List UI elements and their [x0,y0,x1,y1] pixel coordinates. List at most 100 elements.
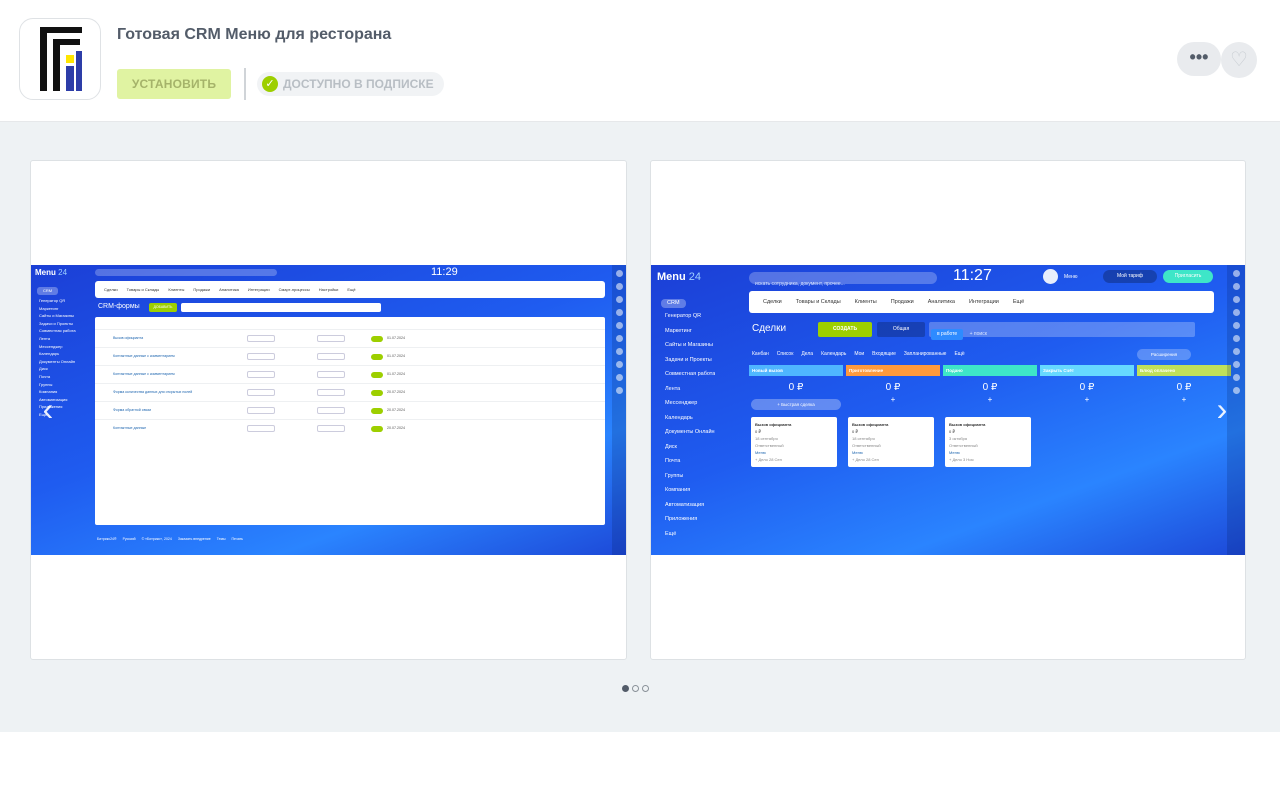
more-options-button[interactable]: ••• [1177,42,1221,76]
pagination-dot[interactable] [632,685,639,692]
deal-card-owner: Меню [949,450,960,455]
slide1-row-date: 20.07.2024 [387,426,405,430]
slide-1-screenshot: Menu 24 11:29 CRM Генератор QR Маркетинг Са… [31,265,626,555]
slide2-sidebar-item: Группы [665,472,684,479]
kanban-column: Подано 0 ₽ + Вызов официанта 0 ₽ 3 октября Отв… [943,365,1037,467]
slide2-stage-chip: в работе [931,329,964,340]
slide1-footer-item: Русский [122,537,136,541]
slide1-sidebar-item: Автоматизация [39,396,68,402]
slide2-filter-search: + поиск [969,331,987,337]
slide1-row-switch [371,390,383,396]
slide2-user-name: Меню [1064,274,1078,280]
slide1-sidebar-item: CRM [37,287,59,295]
favorite-heart-button[interactable]: ♡ [1221,42,1257,78]
deal-card-title: Вызов официанта [949,422,986,427]
slide1-row-tag [247,353,275,360]
slide1-sidebar-item: Лента [39,335,51,341]
slide1-menu-tab: Смарт-процессы [278,287,310,292]
slide2-view-tab: Дела [801,351,814,357]
slide1-row-tag [317,371,345,378]
slide1-row-date: 20.07.2024 [387,390,405,394]
slide1-sidebar-item: Задачи и Проекты [39,320,73,326]
slide1-row-name: Форма количества данных для открытых пол… [113,390,193,394]
gallery-slide-2[interactable]: Menu 24 искать сотрудника, документ, про… [650,160,1246,660]
slide1-footer: Битрикс24® Русский © «Битрикс», 2024 Заказа… [97,537,243,541]
kanban-column: Блюд оплачено 0 ₽ + [1137,365,1231,404]
slide2-menu-tab: Интеграции [968,299,999,305]
deal-card-date: 18 сентября [755,436,778,441]
deal-card-action: + Дело 3 Ноя [949,457,974,462]
slide1-sidebar-item: Мессенджер [39,343,63,349]
slide1-sidebar-item: Маркетинг [39,305,59,311]
slide2-menu-tab: Продажи [890,299,914,305]
slide1-row-tag [317,335,345,342]
slide1-page-title: CRM-формы [98,303,140,310]
slide1-footer-item: Заказать внедрение [177,537,211,541]
slide2-sidebar-item: Сайты и Магазины [665,342,713,348]
kanban-column-title: Блюд оплачено [1137,365,1231,376]
slide1-sidebar-item: Ещё [39,411,48,417]
quick-deal-button: + Быстрая сделка [751,399,841,410]
slide1-forms-table: Вызов официанта 01.07.2024 Контактные данн… [95,317,605,525]
slide1-sidebar-item: Почта [39,373,51,379]
header-divider [244,68,246,100]
slide1-sidebar-item: Календарь [39,351,60,357]
slide1-table-row: Форма обратной связи 20.07.2024 [95,401,605,419]
slide2-sidebar-item: Диск [665,443,677,450]
kanban-add: + [1181,395,1187,404]
slide1-table-row: Вызов официанта 01.07.2024 [95,329,605,347]
pagination-dot[interactable] [642,685,649,692]
slide2-filter: Общая [877,322,925,337]
pagination-dot[interactable] [622,685,629,692]
slide1-row-date: 01.07.2024 [387,336,405,340]
slide2-view-tab: Мои [854,351,865,357]
screenshot-gallery: Menu 24 11:29 CRM Генератор QR Маркетинг Са… [0,122,1280,732]
install-button[interactable]: УСТАНОВИТЬ [117,69,231,99]
slide1-sidebar-item: Совместная работа [39,328,76,334]
slide1-sidebar-item: Приложения [39,404,63,410]
gallery-prev-arrow[interactable]: ‹ [42,391,54,427]
slide1-menu-tab: Клиенты [168,287,185,292]
slide1-row-name: Контактные данные с комментарием [113,372,175,376]
slide2-menu-tab: Сделки [763,299,782,305]
slide1-row-tag [317,425,345,432]
slide2-logo: Menu 24 [657,271,702,283]
slide1-sidebar-item: Диск [39,366,48,372]
deal-card-action: + Дело 28 Сен [755,457,782,462]
slide1-sidebar-item: Документы Онлайн [39,358,76,364]
deal-card-title: Вызов официанта [852,422,889,427]
kanban-column-sum: 0 ₽ [788,382,804,393]
deal-card-owner: Меню [852,450,863,455]
slide1-menu-tab: Интеграции [247,287,270,292]
gallery-slide-1[interactable]: Menu 24 11:29 CRM Генератор QR Маркетинг Са… [30,160,627,660]
slide1-filter-input [181,303,381,312]
slide2-create-button: СОЗДАТЬ [818,322,872,337]
slide1-sidebar-item: Сайты и Магазины [39,313,74,319]
slide2-tariff: Мой тариф [1103,270,1157,283]
slide1-footer-item: Битрикс24® [97,537,117,541]
slide1-row-switch [371,336,383,342]
slide2-expand: Расширения [1137,349,1191,360]
slide2-view-tab: Запланированные [903,351,947,357]
slide1-row-tag [317,353,345,360]
slide2-sidebar-item: CRM [661,299,686,308]
slide1-row-name: Вызов официанта [113,336,144,340]
slide2-sidebar: CRM Генератор QR Маркетинг Сайты и Магазины… [651,291,715,555]
slide1-footer-item: Темы [216,537,226,541]
slide1-row-tag [317,389,345,396]
slide2-menu-tab: Клиенты [854,299,877,305]
gallery-next-arrow[interactable]: › [1216,391,1228,427]
kanban-column-title: Приготовление [846,365,940,376]
subscription-label: ДОСТУПНО В ПОДПИСКЕ [283,77,434,91]
slide2-avatar [1043,269,1058,284]
slide2-sidebar-item: Генератор QR [665,313,702,319]
slide1-row-tag [247,407,275,414]
slide2-menu-tab: Товары и Склады [795,299,841,305]
deal-card-action: + Дело 28 Сен [852,457,879,462]
slide2-sidebar-item: Документы Онлайн [665,429,715,435]
kanban-column-title: Подано [943,365,1037,376]
subscription-badge: ✓ ДОСТУПНО В ПОДПИСКЕ [257,72,444,96]
slide1-sidebar-item: Генератор QR [39,298,66,303]
deal-card-role: Ответственный [755,443,784,448]
slide1-footer-item: © «Битрикс», 2024 [141,537,172,541]
